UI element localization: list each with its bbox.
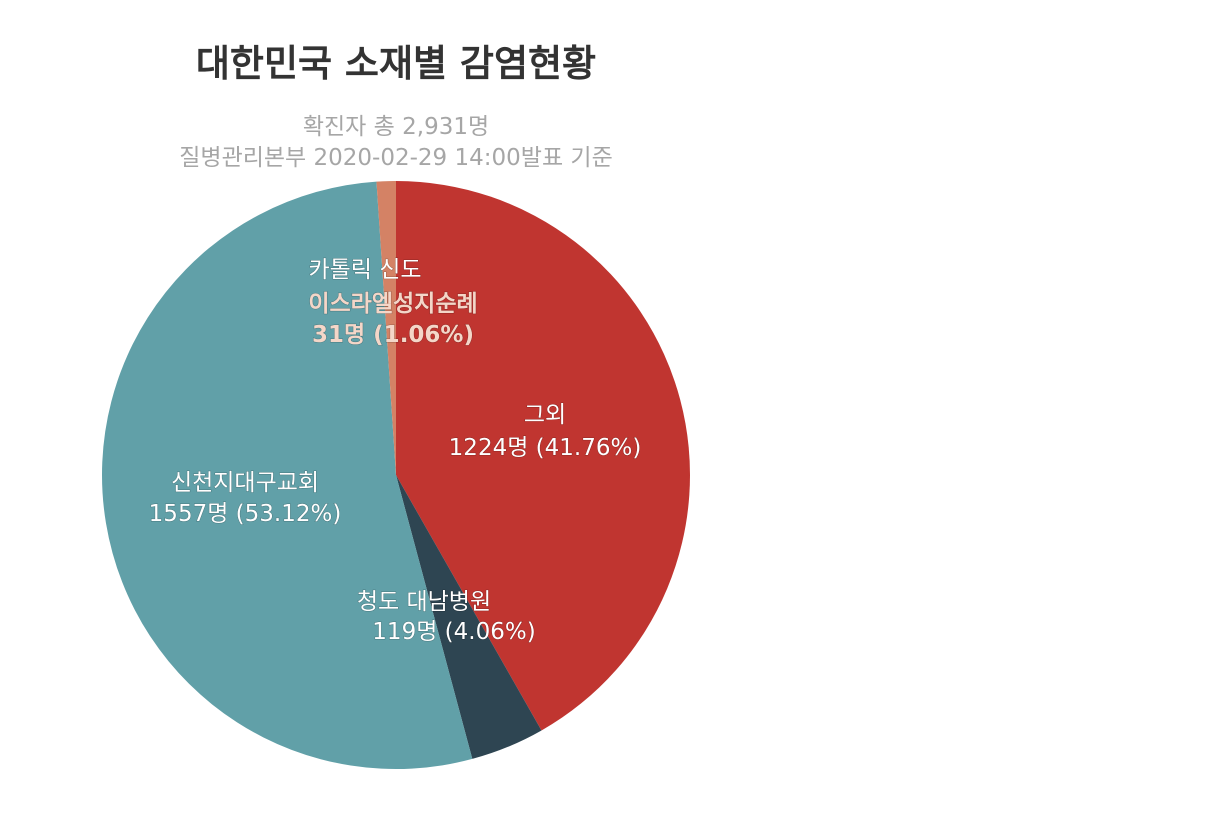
slice-label-others-value: 1224명 (41.76%): [449, 435, 642, 461]
pie-slice-shincheonji: [101, 181, 473, 770]
chart-title: 대한민국 소재별 감염현황: [196, 42, 596, 85]
slice-label-cheongdo-name: 청도 대남병원: [357, 589, 491, 615]
slice-label-catholic-name: 이스라엘성지순례: [308, 291, 477, 317]
pie-slice-others: [396, 181, 690, 731]
slice-label-shincheonji-name: 신천지대구교회: [171, 470, 319, 496]
slice-label-cheongdo-value: 119명 (4.06%): [372, 619, 535, 645]
pie-slices: [101, 181, 690, 770]
pie-slice-catholic: [376, 181, 396, 475]
slice-label-others-name: 그외: [524, 402, 566, 428]
slice-label-shincheonji-value: 1557명 (53.12%): [149, 501, 342, 527]
chart-subtitle-total: 확진자 총 2,931명: [303, 114, 489, 140]
pie-slice-cheongdo: [396, 475, 542, 759]
chart-subtitle-source: 질병관리본부 2020-02-29 14:00발표 기준: [179, 145, 612, 171]
slice-label-catholic-value: 31명 (1.06%): [312, 322, 474, 348]
slice-label-catholic-prefix: 카톨릭 신도: [308, 257, 421, 283]
